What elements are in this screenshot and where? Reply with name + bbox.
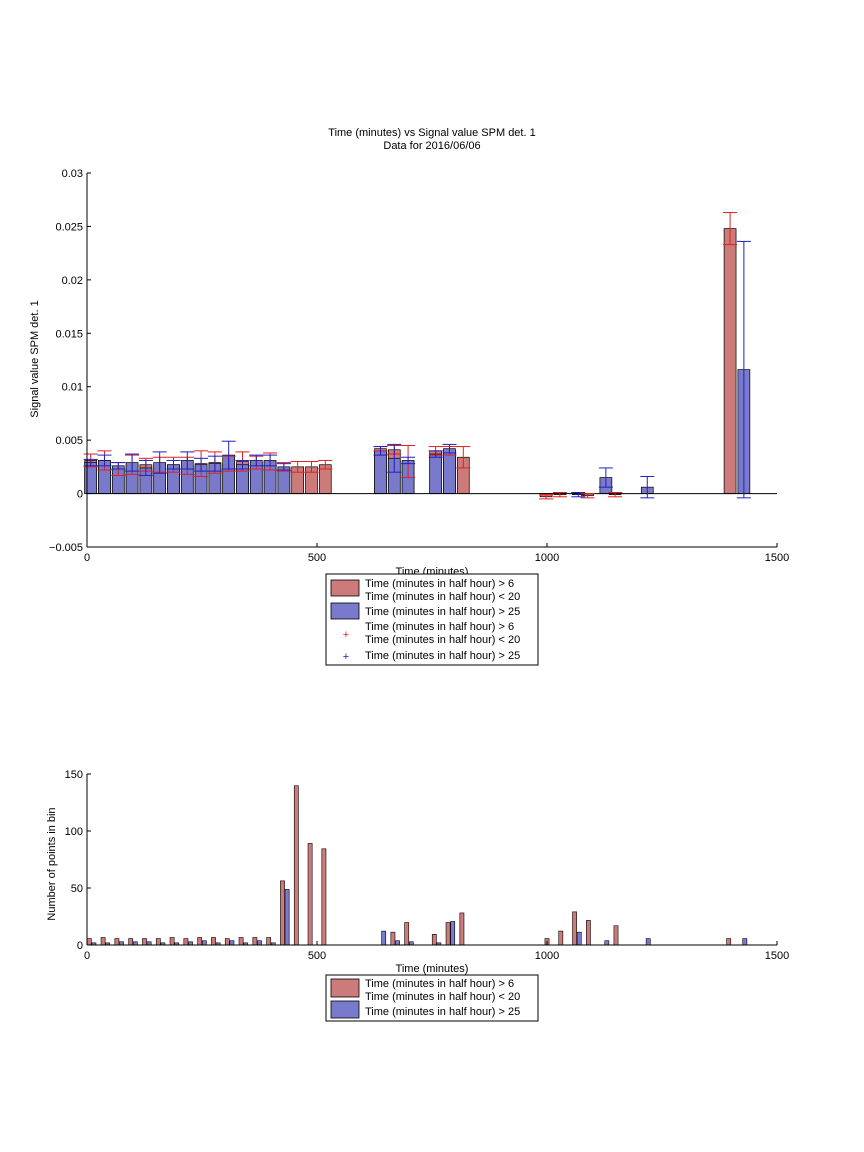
count-y-tick-label: 0 bbox=[77, 940, 83, 952]
signal-y-tick-label: 0.015 bbox=[55, 328, 83, 340]
count-legend-box bbox=[325, 974, 539, 1022]
legend-swatch-blue-bar bbox=[330, 1000, 360, 1019]
count-x-tick-label: 1000 bbox=[535, 950, 559, 962]
count-bar bbox=[114, 938, 120, 946]
signal-chart: Time (minutes) vs Signal value SPM det. … bbox=[29, 127, 789, 666]
legend-swatch-red-bar bbox=[330, 579, 360, 597]
chart-title: Time (minutes) vs Signal value SPM det. … bbox=[328, 127, 535, 139]
count-y-axis-label: Number of points in bin bbox=[46, 807, 58, 920]
count-x-axis-label: Time (minutes) bbox=[396, 963, 469, 975]
count-bar bbox=[252, 937, 258, 946]
signal-y-tick-label: −0.005 bbox=[49, 542, 83, 554]
count-bar bbox=[558, 930, 564, 946]
count-bar bbox=[395, 940, 400, 946]
count-bar bbox=[86, 938, 92, 946]
count-y-tick-label: 50 bbox=[71, 883, 83, 895]
count-bar bbox=[307, 843, 313, 946]
legend-label: Time (minutes in half hour) > 6 bbox=[365, 578, 514, 590]
signal-y-tick-label: 0.005 bbox=[55, 435, 83, 447]
signal-x-tick-label: 500 bbox=[308, 552, 326, 564]
signal-y-axis-label: Signal value SPM det. 1 bbox=[29, 300, 41, 417]
legend-label: Time (minutes in half hour) > 25 bbox=[365, 1006, 520, 1018]
legend-label: Time (minutes in half hour) > 6 bbox=[365, 978, 514, 990]
count-bar bbox=[155, 938, 161, 946]
signal-bar bbox=[429, 453, 443, 494]
count-bar bbox=[445, 922, 451, 946]
legend-label: Time (minutes in half hour) > 25 bbox=[365, 650, 520, 662]
count-bars bbox=[86, 785, 748, 946]
count-bar bbox=[197, 937, 203, 946]
signal-bars bbox=[84, 228, 777, 498]
count-bar bbox=[576, 931, 582, 946]
legend-label: Time (minutes in half hour) > 25 bbox=[365, 606, 520, 618]
count-y-tick-label: 100 bbox=[65, 826, 83, 838]
signal-axes: 0 500 1000 1500−0.00500.0050.010.0150.020.0… bbox=[49, 168, 789, 564]
count-bar bbox=[183, 938, 189, 946]
count-x-tick-label: 500 bbox=[308, 950, 326, 962]
count-bar bbox=[211, 937, 216, 946]
count-bar bbox=[293, 785, 299, 946]
count-bar bbox=[726, 938, 732, 946]
signal-y-tick-label: 0.03 bbox=[62, 168, 83, 180]
count-x-tick-label: 0 bbox=[84, 950, 90, 962]
count-x-tick-label: 1500 bbox=[765, 950, 789, 962]
signal-bar bbox=[723, 228, 737, 494]
legend-swatch-blue-bar bbox=[330, 602, 360, 620]
signal-y-tick-label: 0.02 bbox=[62, 275, 83, 287]
count-bar bbox=[381, 930, 387, 946]
chart-subtitle: Data for 2016/06/06 bbox=[383, 140, 480, 152]
count-bar bbox=[431, 934, 437, 946]
count-bar bbox=[459, 912, 465, 946]
count-bar bbox=[229, 940, 235, 946]
count-legend: Time (minutes in half hour) > 6 Time (mi… bbox=[325, 974, 539, 1022]
signal-x-tick-label: 1500 bbox=[765, 552, 789, 564]
count-bar bbox=[266, 937, 272, 946]
count-bar bbox=[224, 938, 230, 946]
legend-swatch-red-bar bbox=[330, 978, 360, 998]
count-bar bbox=[742, 938, 748, 946]
count-bar bbox=[100, 937, 106, 946]
signal-error-bars bbox=[83, 212, 751, 500]
signal-x-tick-label: 1000 bbox=[535, 552, 559, 564]
count-bar bbox=[169, 937, 175, 946]
count-bar bbox=[257, 940, 262, 946]
count-bar bbox=[284, 889, 290, 946]
count-bar bbox=[280, 880, 285, 946]
count-bar bbox=[128, 938, 134, 946]
legend-plus-red-marker: + bbox=[343, 629, 349, 641]
signal-x-tick-label: 0 bbox=[84, 552, 90, 564]
count-bar bbox=[450, 921, 456, 946]
count-bar bbox=[142, 938, 147, 946]
count-bar bbox=[321, 848, 327, 946]
count-bar bbox=[201, 940, 207, 946]
count-chart: 0 500 1000 1500 0 50 100 150 Time (minutes) Num… bbox=[46, 769, 790, 1022]
count-bar bbox=[613, 925, 619, 946]
count-bar bbox=[604, 940, 610, 946]
legend-label: Time (minutes in half hour) < 20 bbox=[365, 591, 520, 603]
legend-label: Time (minutes in half hour) < 20 bbox=[365, 991, 520, 1003]
count-bar bbox=[238, 937, 244, 946]
legend-label: Time (minutes in half hour) < 20 bbox=[365, 634, 520, 646]
count-bar bbox=[645, 938, 651, 946]
signal-y-tick-label: 0.01 bbox=[62, 382, 83, 394]
signal-legend-box bbox=[325, 573, 539, 666]
legend-label: Time (minutes in half hour) > 6 bbox=[365, 621, 514, 633]
legend-plus-blue-marker: + bbox=[343, 651, 349, 663]
signal-y-tick-label: 0 bbox=[77, 489, 83, 501]
signal-y-tick-label: 0.025 bbox=[55, 221, 83, 233]
count-bar bbox=[586, 920, 591, 946]
count-bar bbox=[390, 931, 396, 946]
count-y-tick-label: 150 bbox=[65, 769, 83, 781]
signal-bar bbox=[374, 450, 387, 494]
signal-legend: Time (minutes in half hour) > 6 Time (mi… bbox=[325, 573, 539, 666]
count-axes: 0 500 1000 1500 0 50 100 150 bbox=[65, 769, 790, 962]
count-bar bbox=[572, 911, 577, 946]
count-bar bbox=[404, 922, 410, 946]
